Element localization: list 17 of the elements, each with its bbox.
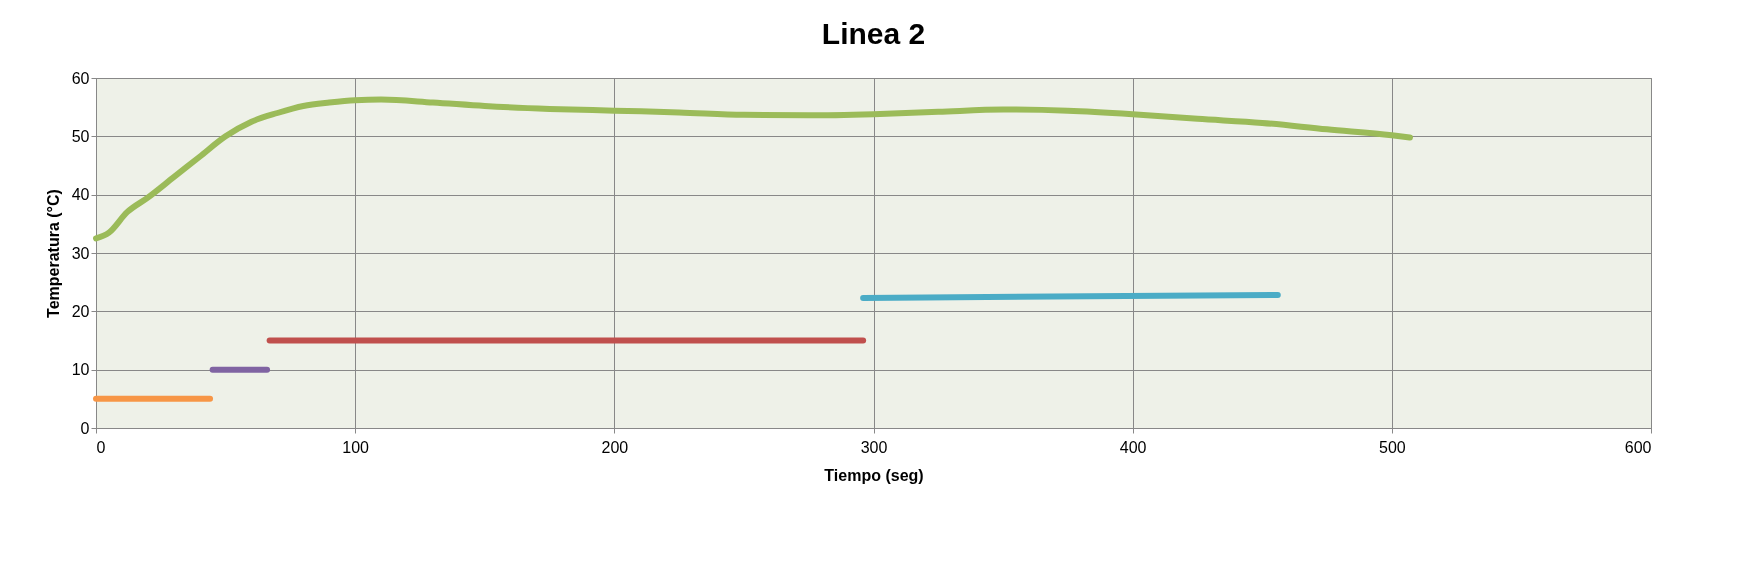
y-tick-label: 60 bbox=[71, 69, 90, 87]
y-tick-label: 0 bbox=[80, 419, 90, 437]
x-tick-label: 100 bbox=[342, 438, 370, 456]
y-tick-label: 50 bbox=[71, 127, 90, 145]
x-tick-label: 600 bbox=[1624, 438, 1652, 456]
x-tick-label: 300 bbox=[860, 438, 888, 456]
y-tick-label: 30 bbox=[71, 244, 90, 262]
x-tick-label: 0 bbox=[96, 438, 106, 456]
x-tick-label: 400 bbox=[1119, 438, 1147, 456]
x-tick-label: 200 bbox=[601, 438, 629, 456]
x-tick-label: 500 bbox=[1378, 438, 1406, 456]
y-tick-label: 40 bbox=[71, 186, 90, 204]
y-tick-label: 20 bbox=[71, 302, 90, 320]
y-tick-label: 10 bbox=[71, 361, 90, 379]
chart-title: Linea 2 bbox=[821, 17, 926, 50]
y-axis-title: Temperatura (°C) bbox=[44, 189, 62, 318]
x-axis-title: Tiempo (seg) bbox=[824, 466, 924, 484]
